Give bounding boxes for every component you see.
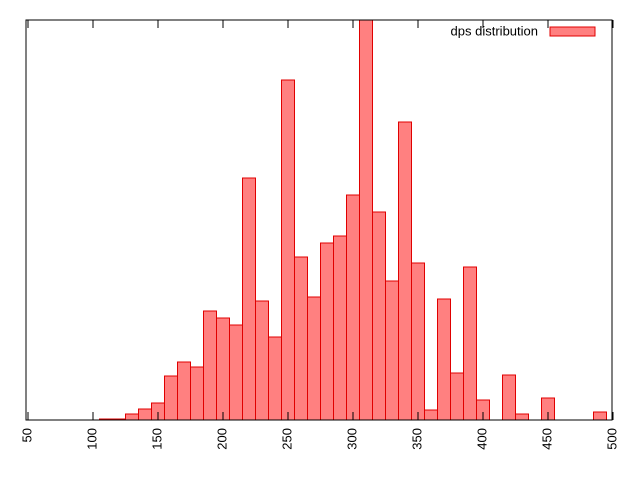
legend-label: dps distribution xyxy=(451,23,538,38)
bar xyxy=(229,324,243,421)
bar xyxy=(125,413,139,421)
x-tick-label: 350 xyxy=(409,428,424,450)
bar xyxy=(281,79,295,421)
bar xyxy=(398,121,412,421)
bar xyxy=(164,375,178,421)
x-tick-label: 400 xyxy=(474,428,489,450)
x-tick-label: 150 xyxy=(149,428,164,450)
plot-frame xyxy=(25,19,613,421)
x-tick-label: 250 xyxy=(279,428,294,450)
bar xyxy=(359,19,373,421)
bar xyxy=(242,177,256,421)
bar xyxy=(255,300,269,421)
x-tick-label: 50 xyxy=(19,428,34,442)
bar xyxy=(294,256,308,421)
x-tick-label: 100 xyxy=(84,428,99,450)
x-tick-label: 200 xyxy=(214,428,229,450)
x-tick-label: 500 xyxy=(604,428,619,450)
bar xyxy=(502,374,516,421)
x-tick-label: 300 xyxy=(344,428,359,450)
bar xyxy=(437,298,451,421)
bar xyxy=(411,262,425,421)
bar xyxy=(593,411,607,421)
bar xyxy=(268,336,282,421)
bar xyxy=(346,194,360,421)
bar xyxy=(320,242,334,421)
bar xyxy=(177,361,191,421)
x-tick-label: 450 xyxy=(539,428,554,450)
bar xyxy=(372,211,386,421)
bar xyxy=(138,408,152,421)
bar xyxy=(450,372,464,421)
bar xyxy=(190,366,204,421)
bar xyxy=(307,296,321,421)
legend-swatch xyxy=(549,26,596,37)
bar xyxy=(333,235,347,421)
bar xyxy=(515,413,529,421)
bar xyxy=(216,317,230,421)
bar xyxy=(463,266,477,421)
bar xyxy=(385,280,399,421)
bar xyxy=(203,310,217,421)
bar xyxy=(424,409,438,421)
